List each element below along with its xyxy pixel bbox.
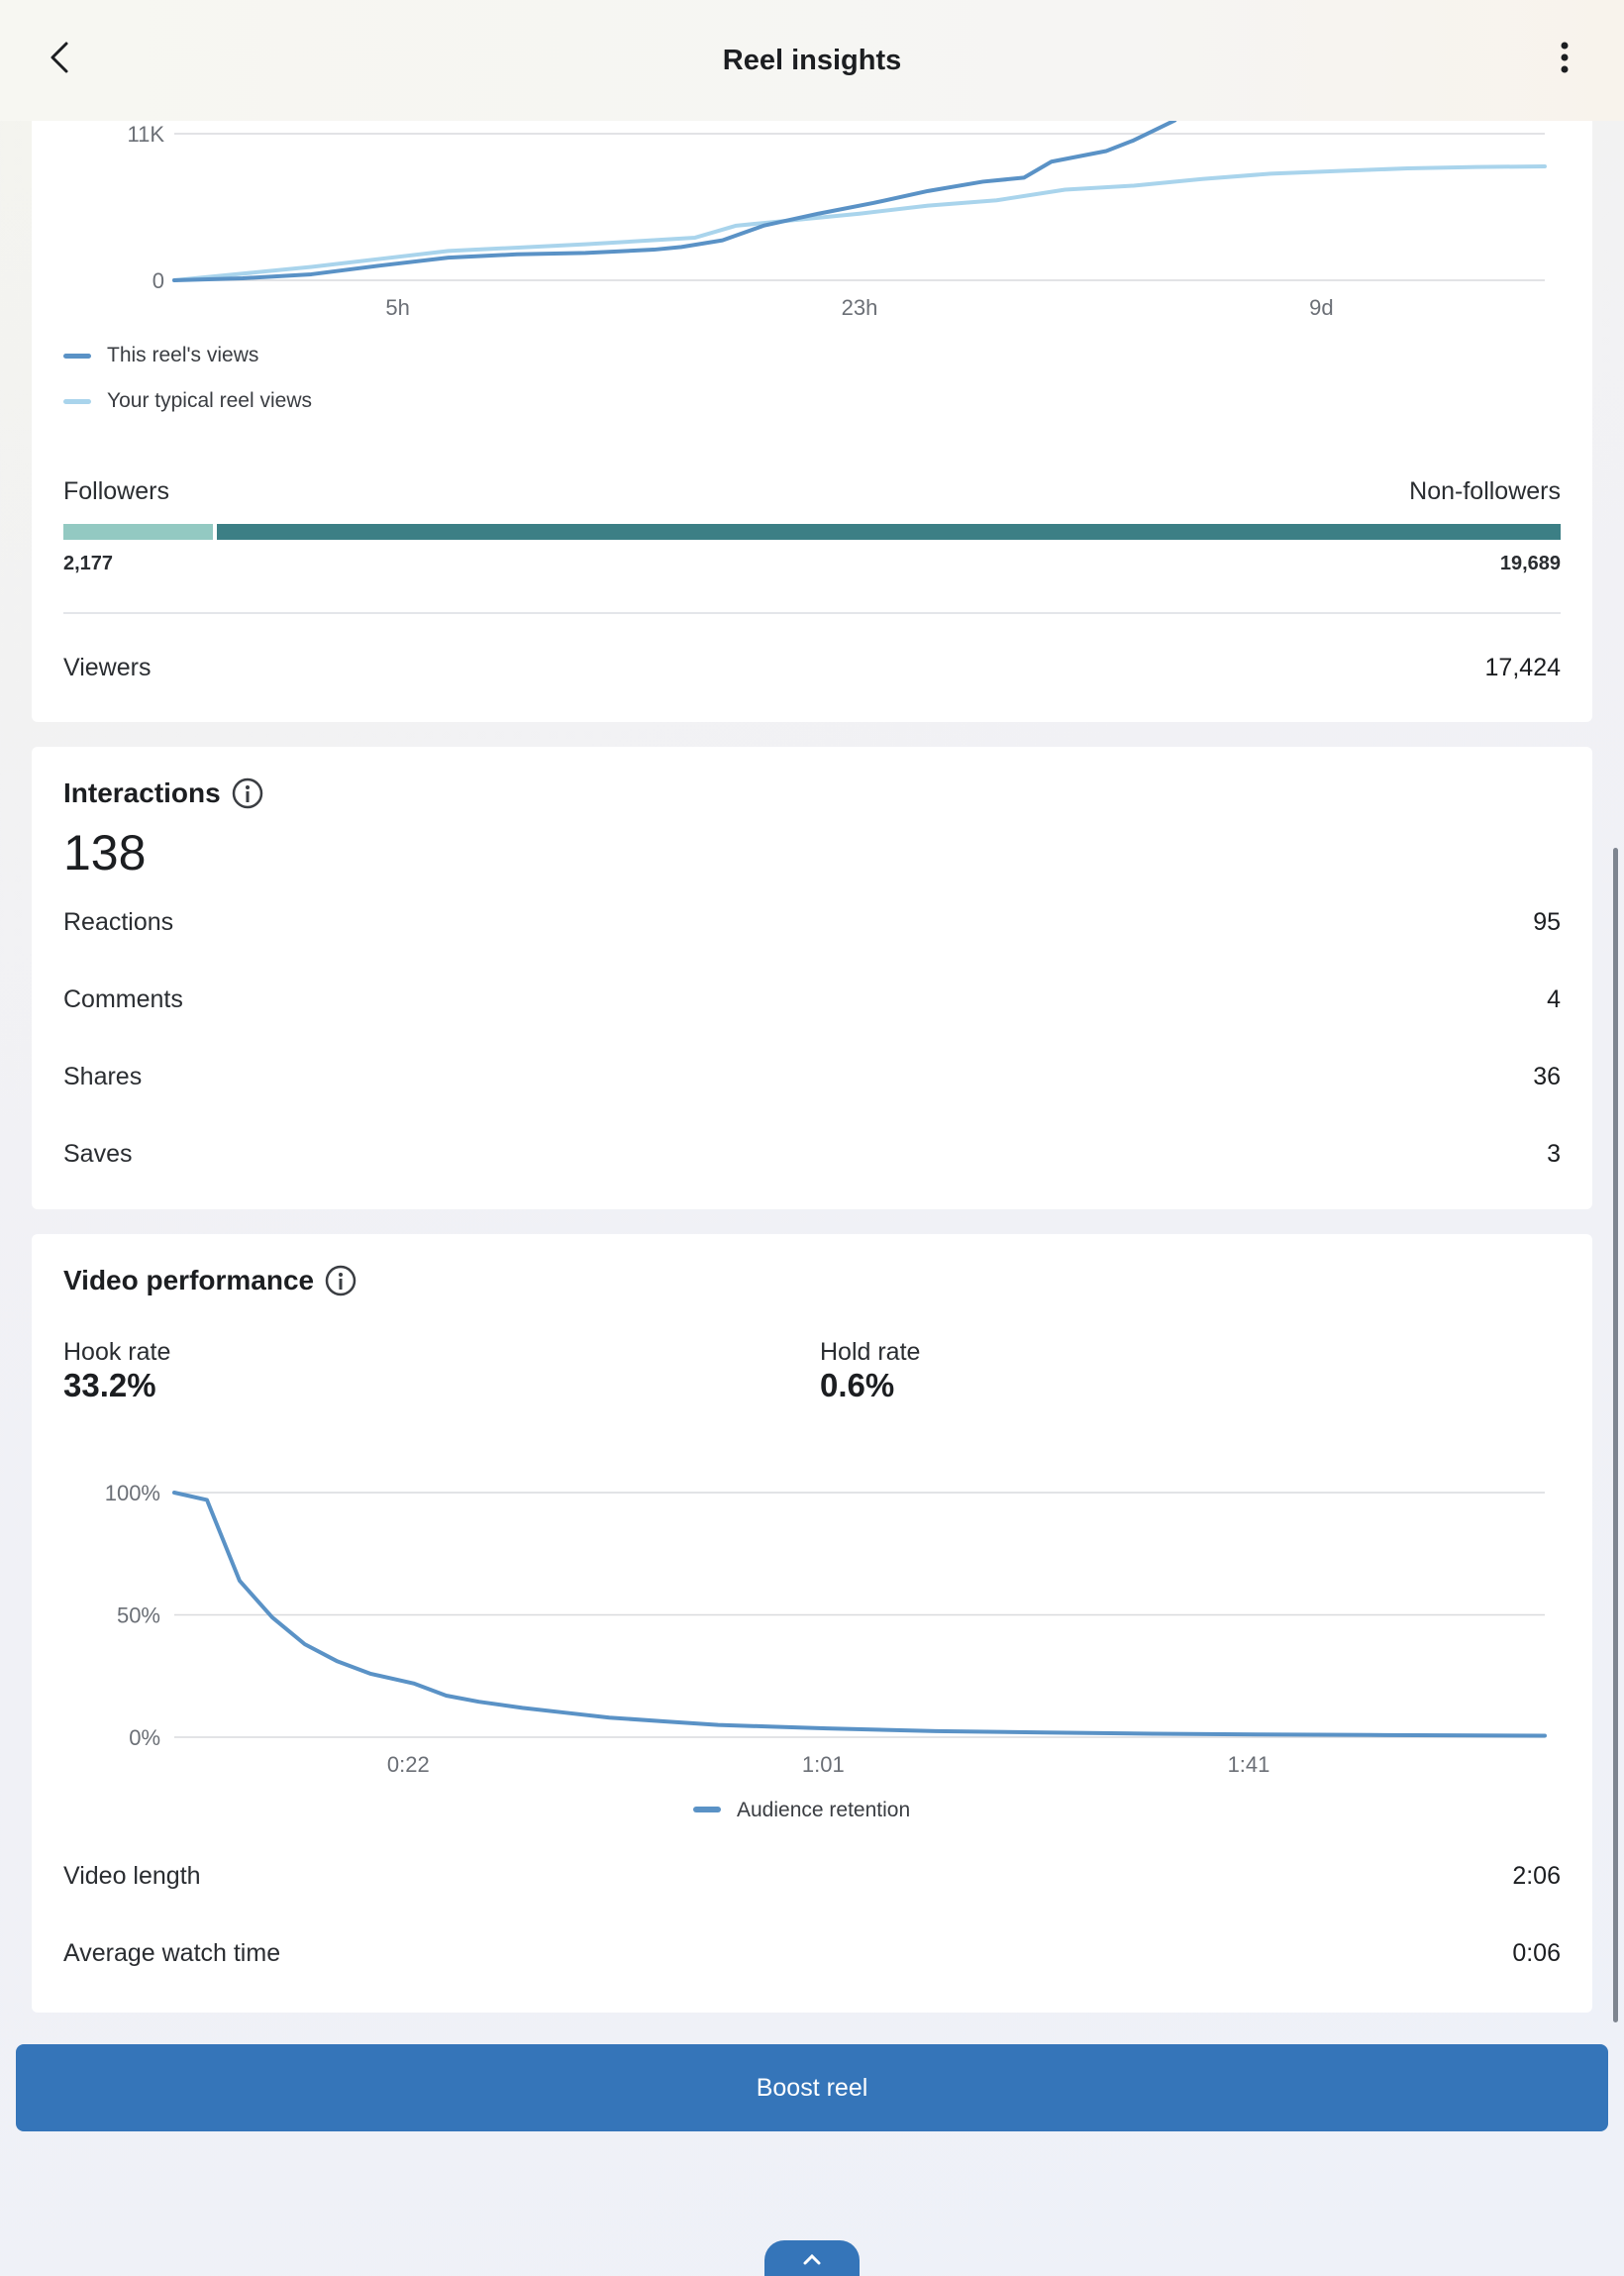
interactions-total: 138	[63, 825, 147, 880]
back-button[interactable]	[40, 40, 79, 79]
floating-expand-button[interactable]	[764, 2240, 860, 2276]
video-performance-card: Video performance Hook rate 33.2% Hold r…	[32, 1234, 1592, 2013]
row-label: Saves	[63, 1140, 133, 1168]
views-card: 0 11K 5h 23h 9d This reel's views Your typic…	[32, 59, 1592, 722]
row-label: Shares	[63, 1063, 143, 1090]
viewers-value: 17,424	[1484, 654, 1561, 681]
followers-bar	[63, 524, 213, 540]
retention-chart: 100% 50% 0% 0:22 1:01 1:41 Audience retention	[105, 1481, 1547, 1821]
x-tick-label: 23h	[842, 295, 878, 320]
x-tick-label: 0:22	[387, 1752, 430, 1777]
scrollbar[interactable]	[1613, 848, 1618, 2022]
row-label: Video length	[63, 1862, 201, 1890]
more-options-button[interactable]	[1545, 40, 1584, 79]
row-label: Average watch time	[63, 1939, 281, 1967]
y-tick-label: 0	[152, 268, 164, 293]
info-icon[interactable]	[324, 1264, 357, 1297]
interaction-row: Shares 36	[63, 1063, 1561, 1091]
boost-reel-button[interactable]: Boost reel	[16, 2044, 1608, 2131]
chevron-left-icon	[49, 41, 70, 79]
row-value: 36	[1533, 1063, 1561, 1090]
legend-item-this-reel: This reel's views	[63, 344, 258, 367]
non-followers-value: 19,689	[1499, 553, 1561, 574]
row-label: Reactions	[63, 908, 174, 936]
audience-labels: Followers Non-followers	[63, 477, 1561, 506]
video-length-row: Video length 2:06	[63, 1862, 1561, 1891]
interaction-row: Reactions 95	[63, 908, 1561, 937]
x-tick-label: 1:41	[1228, 1752, 1270, 1777]
legend-item-typical: Your typical reel views	[63, 389, 312, 413]
y-tick-label: 11K	[127, 122, 164, 147]
interactions-heading: Interactions	[63, 776, 264, 810]
legend-swatch	[63, 353, 91, 359]
followers-label: Followers	[63, 477, 169, 505]
y-tick-label: 50%	[117, 1604, 160, 1628]
hook-rate-value: 33.2%	[63, 1367, 156, 1403]
non-followers-label: Non-followers	[1409, 477, 1561, 505]
section-title: Video performance	[63, 1265, 315, 1295]
row-label: Comments	[63, 985, 183, 1013]
series-line	[172, 163, 1547, 282]
row-value: 3	[1547, 1140, 1561, 1168]
viewers-row: Viewers 17,424	[63, 654, 1561, 682]
page-title: Reel insights	[722, 44, 902, 76]
section-title: Interactions	[63, 777, 221, 808]
viewers-label: Viewers	[63, 654, 152, 681]
row-value: 95	[1533, 908, 1561, 936]
interaction-row: Saves 3	[63, 1140, 1561, 1169]
hold-rate-value: 0.6%	[820, 1367, 895, 1403]
row-value: 4	[1547, 985, 1561, 1013]
audience-values: 2,177 19,689	[63, 553, 1561, 575]
more-vertical-icon	[1560, 42, 1570, 78]
x-tick-label: 9d	[1309, 295, 1333, 320]
y-tick-label: 100%	[105, 1481, 160, 1505]
hold-rate-label: Hold rate	[820, 1338, 921, 1366]
info-icon[interactable]	[231, 776, 264, 810]
video-performance-heading: Video performance	[63, 1264, 357, 1297]
audience-split-bar	[63, 524, 1561, 540]
chevron-up-icon	[802, 2252, 822, 2276]
legend-swatch	[693, 1807, 721, 1812]
series-line	[172, 118, 1177, 282]
row-value: 0:06	[1512, 1939, 1561, 1967]
legend-swatch	[63, 398, 91, 404]
x-tick-label: 1:01	[802, 1752, 845, 1777]
legend-label: Audience retention	[737, 1799, 910, 1821]
average-watch-time-row: Average watch time 0:06	[63, 1939, 1561, 1968]
legend-label: This reel's views	[107, 344, 259, 366]
hook-rate-label: Hook rate	[63, 1338, 171, 1366]
y-tick-label: 0%	[129, 1725, 160, 1750]
interactions-card: Interactions 138 Reactions 95 Comments 4…	[32, 747, 1592, 1209]
legend-label: Your typical reel views	[107, 389, 312, 412]
interaction-row: Comments 4	[63, 985, 1561, 1014]
divider	[63, 612, 1561, 614]
series-line	[172, 1491, 1547, 1738]
followers-value: 2,177	[63, 553, 114, 574]
views-chart: 0 11K 5h 23h 9d	[127, 118, 1547, 320]
row-value: 2:06	[1512, 1862, 1561, 1890]
non-followers-bar	[217, 524, 1561, 540]
top-bar: Reel insights	[0, 0, 1624, 121]
x-tick-label: 5h	[385, 295, 409, 320]
